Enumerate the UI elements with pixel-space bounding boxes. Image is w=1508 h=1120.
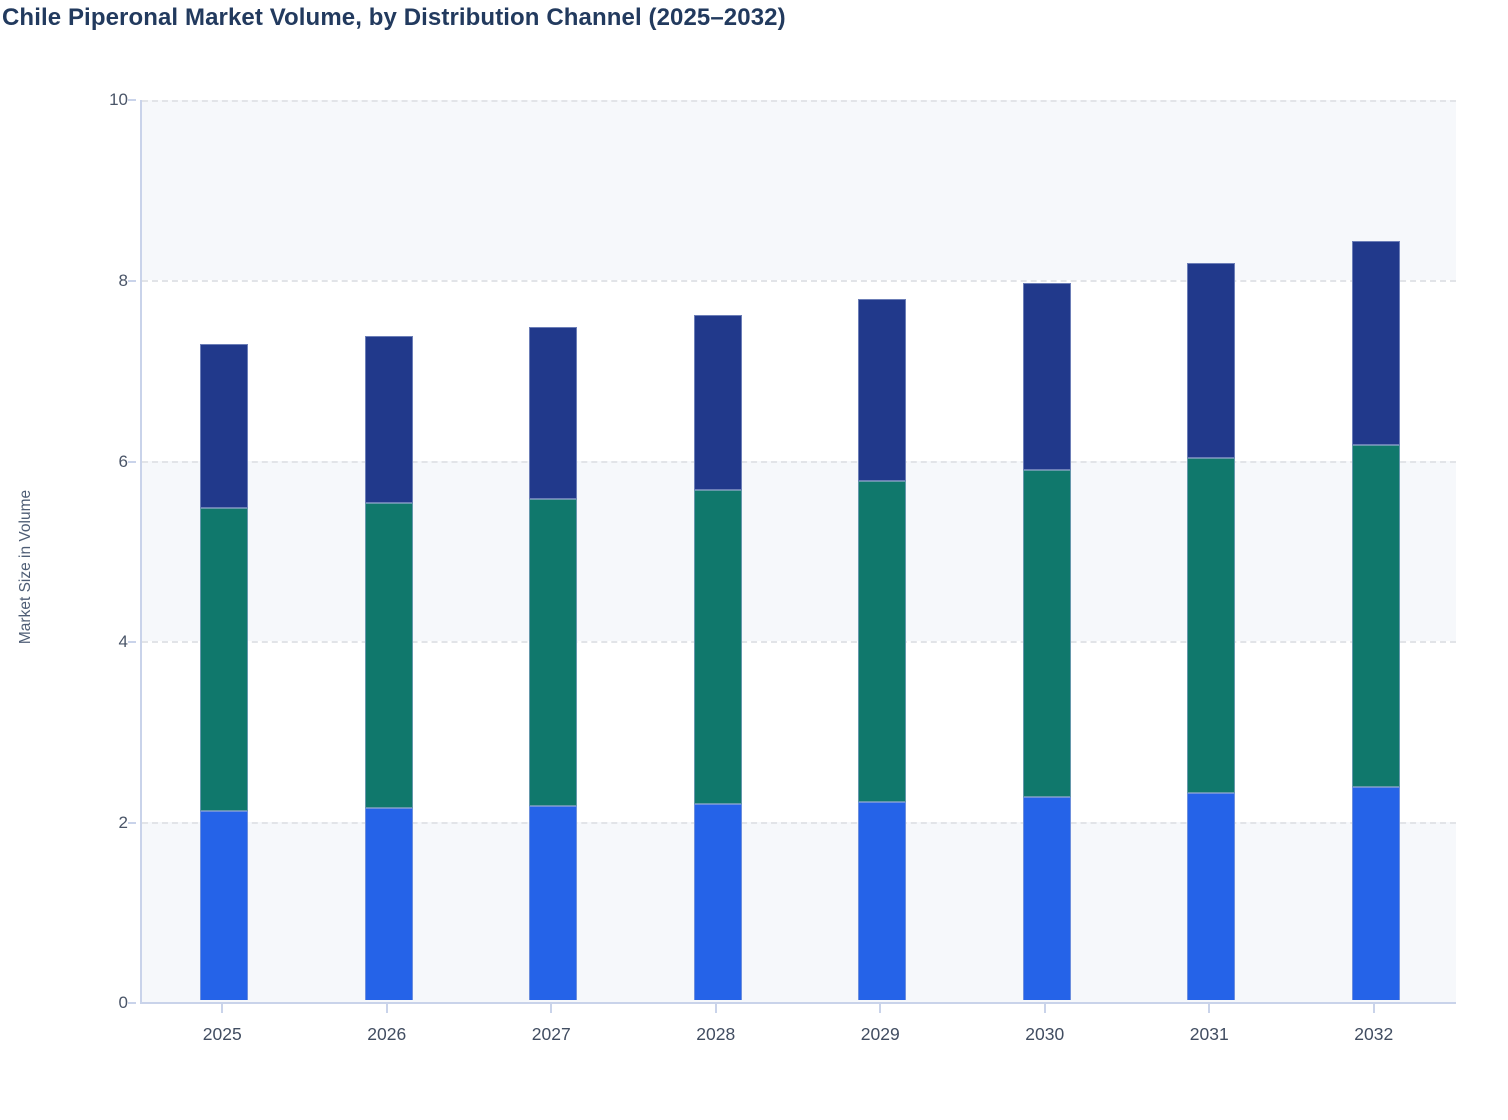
background-band <box>142 280 1456 460</box>
y-tick-mark-0 <box>128 1002 136 1004</box>
stacked-bar-2025[interactable] <box>200 344 249 1000</box>
bar-segment-2031-1[interactable] <box>1187 457 1236 793</box>
bar-segment-2025-0[interactable] <box>200 810 249 1000</box>
stacked-bar-2027[interactable] <box>529 327 578 1000</box>
bar-segment-2030-2[interactable] <box>1022 282 1071 470</box>
x-tick-label-2026: 2026 <box>367 1024 407 1044</box>
background-band <box>142 821 1456 1002</box>
y-tick-mark-4 <box>128 641 136 644</box>
bar-segment-2031-2[interactable] <box>1187 263 1236 458</box>
y-tick-label-6: 6 <box>118 451 128 471</box>
stacked-bar-2029[interactable] <box>858 299 907 1000</box>
stacked-bar-2028[interactable] <box>693 314 742 1000</box>
x-tick-label-2030: 2030 <box>1025 1024 1065 1044</box>
stacked-bar-2032[interactable] <box>1351 240 1400 1000</box>
gridline-y-6 <box>142 460 1456 463</box>
x-tick-label-2032: 2032 <box>1354 1024 1394 1044</box>
bar-segment-2028-1[interactable] <box>693 490 742 805</box>
y-tick-mark-6 <box>128 460 136 463</box>
bar-segment-2032-1[interactable] <box>1351 445 1400 788</box>
bar-segment-2027-1[interactable] <box>529 498 578 807</box>
y-tick-label-10: 10 <box>109 90 128 109</box>
y-tick-mark-2 <box>128 822 136 825</box>
gridline-y-2 <box>142 821 1456 824</box>
bar-segment-2029-1[interactable] <box>858 481 907 802</box>
x-tick-mark-2029 <box>879 1004 882 1013</box>
plot-area <box>140 100 1456 1004</box>
bar-segment-2032-2[interactable] <box>1351 240 1400 446</box>
background-band <box>142 641 1456 821</box>
bar-segment-2030-0[interactable] <box>1022 797 1071 1000</box>
chart-title: Chile Piperonal Market Volume, by Distri… <box>2 4 786 31</box>
bar-segment-2028-0[interactable] <box>693 804 742 1000</box>
x-tick-mark-2032 <box>1372 1004 1375 1013</box>
x-tick-mark-2026 <box>385 1004 388 1013</box>
y-tick-label-0: 0 <box>118 993 128 1012</box>
bar-segment-2029-2[interactable] <box>858 299 907 482</box>
bar-segment-2029-0[interactable] <box>858 801 907 1000</box>
bar-segment-2031-0[interactable] <box>1187 792 1236 1000</box>
bar-segment-2026-1[interactable] <box>364 503 413 808</box>
bar-segment-2026-2[interactable] <box>364 336 413 503</box>
x-tick-mark-2031 <box>1208 1004 1211 1013</box>
x-tick-label-2031: 2031 <box>1189 1024 1229 1044</box>
y-axis-title: Market Size in Volume <box>17 489 34 645</box>
bar-segment-2027-2[interactable] <box>529 327 578 499</box>
y-tick-label-8: 8 <box>118 270 128 290</box>
gridline-y-8 <box>142 280 1456 283</box>
background-band <box>142 100 1456 281</box>
x-tick-mark-2028 <box>714 1004 717 1013</box>
bar-segment-2026-0[interactable] <box>364 807 413 1000</box>
y-tick-label-4: 4 <box>118 632 128 652</box>
bar-segment-2030-1[interactable] <box>1022 469 1071 798</box>
gridline-y-4 <box>142 641 1456 644</box>
background-band <box>142 460 1456 642</box>
bar-segment-2025-1[interactable] <box>200 508 249 811</box>
x-tick-label-2028: 2028 <box>696 1024 736 1044</box>
y-tick-mark-8 <box>128 279 136 282</box>
stacked-bar-2026[interactable] <box>364 336 413 1000</box>
x-tick-label-2029: 2029 <box>860 1024 900 1044</box>
y-tick-mark-10 <box>128 99 136 101</box>
x-tick-mark-2025 <box>221 1004 224 1013</box>
x-tick-label-2027: 2027 <box>531 1024 571 1044</box>
gridline-y-10 <box>142 100 1456 102</box>
y-tick-label-2: 2 <box>118 813 128 833</box>
x-tick-mark-2030 <box>1043 1004 1046 1013</box>
stacked-bar-2031[interactable] <box>1187 263 1236 1000</box>
bar-segment-2032-0[interactable] <box>1351 787 1400 1000</box>
stacked-bar-2030[interactable] <box>1022 282 1071 1000</box>
bar-segment-2028-2[interactable] <box>693 314 742 491</box>
x-tick-label-2025: 2025 <box>202 1024 242 1044</box>
bar-segment-2027-0[interactable] <box>529 806 578 1000</box>
bar-segment-2025-2[interactable] <box>200 344 249 509</box>
x-tick-mark-2027 <box>550 1004 553 1013</box>
